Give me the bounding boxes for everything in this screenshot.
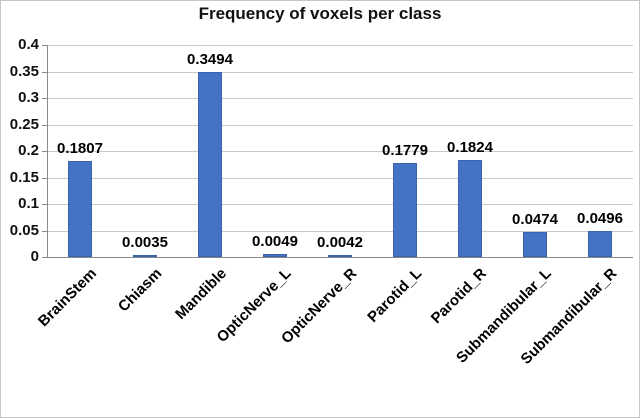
x-axis-category-label: Parotid_L <box>364 265 426 326</box>
y-axis-tick-mark <box>42 257 47 258</box>
y-axis-tick-mark <box>42 98 47 99</box>
gridline <box>47 98 633 99</box>
gridline <box>47 45 633 46</box>
chart-title: Frequency of voxels per class <box>198 4 442 23</box>
y-axis-tick-mark <box>42 231 47 232</box>
bar-value-label: 0.1779 <box>382 142 428 159</box>
x-axis-category-label: Mandible <box>172 265 231 323</box>
gridline <box>47 151 633 152</box>
x-axis-category-label: BrainStem <box>34 265 101 331</box>
y-axis-tick-label: 0.35 <box>9 63 39 80</box>
y-axis-tick-mark <box>42 178 47 179</box>
bar <box>68 161 92 257</box>
y-axis-tick-label: 0.25 <box>9 116 39 133</box>
bar <box>198 72 222 257</box>
bar <box>458 160 482 257</box>
gridline <box>47 231 633 232</box>
y-axis-tick-label: 0.1 <box>18 195 39 212</box>
gridline <box>47 125 633 126</box>
bar-value-label: 0.3494 <box>187 51 233 68</box>
y-axis-tick-label: 0.4 <box>18 36 39 53</box>
y-axis-tick-mark <box>42 45 47 46</box>
y-axis-tick-label: 0.2 <box>18 142 39 159</box>
bar <box>328 255 352 257</box>
x-axis-line <box>47 257 633 258</box>
gridline <box>47 204 633 205</box>
gridline <box>47 178 633 179</box>
y-axis-tick-label: 0.15 <box>9 169 39 186</box>
bar <box>393 163 417 257</box>
bar-value-label: 0.1824 <box>447 139 493 156</box>
y-axis-tick-mark <box>42 151 47 152</box>
y-axis-tick-mark <box>42 204 47 205</box>
bar-value-label: 0.0049 <box>252 233 298 250</box>
y-axis-tick-label: 0.05 <box>9 222 39 239</box>
bar-value-label: 0.1807 <box>57 140 103 157</box>
y-axis-tick-label: 0.3 <box>18 89 39 106</box>
y-axis-tick-label: 0 <box>30 248 39 265</box>
bar-value-label: 0.0042 <box>317 234 363 251</box>
y-axis-line <box>47 45 48 257</box>
bar <box>263 254 287 257</box>
x-axis-category-label: Parotid_R <box>427 265 491 328</box>
bar-value-label: 0.0496 <box>577 210 623 227</box>
gridline <box>47 72 633 73</box>
x-axis-category-label: Chiasm <box>114 265 166 316</box>
bar <box>523 232 547 257</box>
bar-value-label: 0.0035 <box>122 234 168 251</box>
y-axis-tick-mark <box>42 125 47 126</box>
bar <box>588 231 612 257</box>
bar-value-label: 0.0474 <box>512 211 558 228</box>
bar <box>133 255 157 257</box>
y-axis-tick-mark <box>42 72 47 73</box>
